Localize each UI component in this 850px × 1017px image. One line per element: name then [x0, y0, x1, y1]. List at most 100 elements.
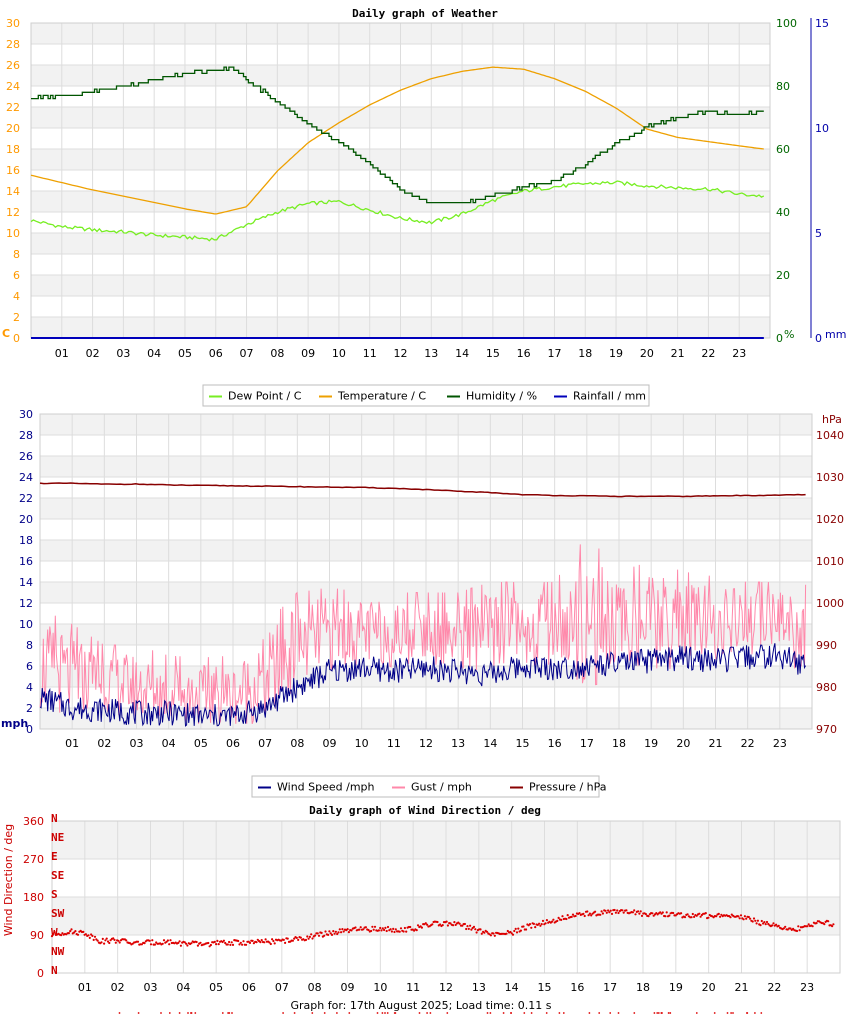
direction-point	[532, 922, 536, 926]
humidity-tick-label: 60	[776, 143, 790, 156]
direction-point	[392, 927, 395, 931]
stray-point	[160, 1012, 162, 1014]
direction-point	[50, 935, 54, 938]
direction-point	[707, 916, 710, 919]
direction-point	[634, 913, 637, 916]
direction-point	[148, 939, 151, 942]
direction-point	[241, 943, 244, 946]
y-axis-label: Wind Direction / deg	[2, 824, 15, 936]
direction-point	[661, 911, 664, 914]
direction-point	[87, 934, 90, 937]
x-tick-label: 07	[240, 347, 254, 360]
direction-point	[475, 931, 478, 934]
series-line-gust	[39, 544, 807, 724]
y-tick-label: 2	[26, 702, 33, 715]
direction-point	[798, 929, 801, 932]
direction-point	[506, 929, 509, 933]
direction-point	[362, 928, 365, 931]
direction-point	[338, 928, 341, 931]
stray-point	[168, 1012, 171, 1014]
legend-label: Wind Speed /mph	[277, 781, 375, 794]
direction-point	[789, 927, 792, 930]
direction-point	[588, 912, 592, 915]
stray-point	[178, 1012, 181, 1014]
direction-point	[454, 923, 457, 927]
compass-label: S	[51, 888, 58, 901]
direction-point	[515, 931, 519, 934]
legend-label: Dew Point / C	[228, 390, 302, 403]
x-tick-label: 17	[547, 347, 561, 360]
direction-point	[519, 929, 523, 932]
x-tick-label: 18	[578, 347, 592, 360]
y-tick-label: 20	[6, 122, 20, 135]
direction-point	[224, 941, 227, 945]
direction-point	[96, 939, 99, 942]
direction-point	[304, 938, 308, 942]
x-tick-label: 05	[194, 737, 208, 750]
direction-point	[485, 930, 489, 933]
direction-point	[228, 940, 231, 944]
direction-point	[230, 941, 233, 944]
direction-point	[704, 912, 707, 915]
stray-point	[562, 1012, 565, 1014]
x-tick-label: 09	[323, 737, 337, 750]
direction-point	[373, 925, 377, 928]
direction-point	[638, 912, 641, 915]
direction-point	[474, 928, 477, 931]
direction-point	[112, 937, 115, 940]
y-axis-unit: mph	[1, 717, 28, 730]
compass-label: E	[51, 850, 58, 863]
weather-chart: 01 02 03 04 05 06 07 08 09 10 11 12 13 14 15 16 17 18 19 20…	[2, 7, 846, 407]
x-tick-label: 02	[97, 737, 111, 750]
rain-tick-label: 5	[815, 227, 822, 240]
direction-point	[609, 909, 612, 912]
x-tick-label: 21	[735, 981, 749, 994]
direction-point	[668, 914, 671, 917]
direction-point	[207, 941, 210, 945]
direction-point	[479, 928, 482, 931]
y-tick-label: 26	[19, 450, 33, 463]
x-tick-label: 08	[308, 981, 322, 994]
stray-point	[381, 1012, 384, 1014]
direction-point	[307, 937, 310, 940]
direction-point	[751, 920, 754, 923]
direction-point	[314, 934, 317, 937]
direction-point	[271, 938, 274, 941]
direction-point	[347, 931, 350, 934]
x-tick-label: 20	[676, 737, 690, 750]
direction-point	[698, 912, 701, 915]
direction-point	[453, 921, 456, 924]
direction-point	[317, 934, 321, 937]
stray-point	[293, 1012, 296, 1014]
stray-point	[221, 1012, 224, 1014]
direction-point	[185, 942, 188, 945]
stray-point	[726, 1012, 729, 1014]
direction-point	[590, 914, 593, 917]
direction-point	[797, 925, 800, 928]
direction-point	[574, 914, 577, 918]
y-tick-label: 4	[13, 290, 20, 303]
direction-point	[617, 911, 620, 915]
compass-label: NW	[51, 945, 65, 958]
x-tick-label: 15	[486, 347, 500, 360]
stray-point	[323, 1012, 326, 1014]
direction-point	[399, 927, 403, 930]
direction-point	[528, 923, 532, 926]
direction-point	[336, 932, 339, 936]
direction-point	[831, 925, 834, 928]
legend-box	[251, 775, 600, 798]
direction-point	[73, 931, 76, 934]
y-tick-label: 22	[6, 101, 20, 114]
humidity-tick-label: 80	[776, 80, 790, 93]
direction-point	[216, 939, 219, 943]
direction-point	[458, 922, 461, 925]
y-tick-label: 26	[6, 59, 20, 72]
x-tick-label: 23	[800, 981, 814, 994]
direction-point	[350, 929, 353, 932]
y-tick-label: 10	[19, 618, 33, 631]
direction-point	[252, 942, 255, 945]
direction-point	[162, 939, 166, 942]
direction-point	[691, 912, 694, 916]
direction-point	[320, 931, 323, 935]
